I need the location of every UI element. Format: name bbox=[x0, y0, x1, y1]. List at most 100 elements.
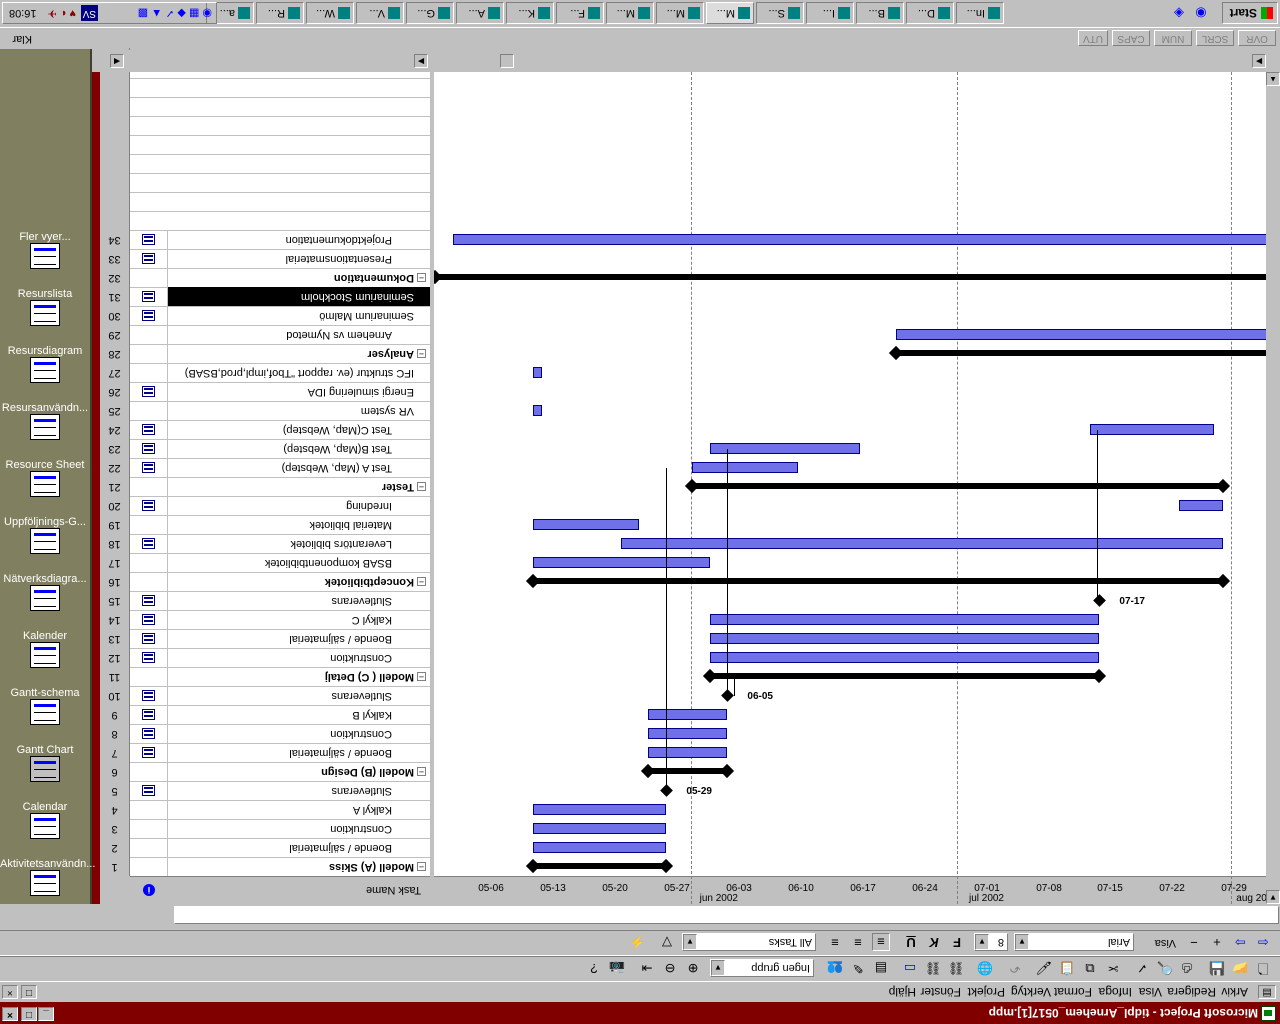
row-id[interactable]: 20 bbox=[100, 496, 130, 515]
empty-row[interactable] bbox=[100, 97, 430, 116]
format-painter-icon[interactable]: 🖌 bbox=[1035, 961, 1053, 976]
row-id[interactable]: 8 bbox=[100, 724, 130, 743]
table-row[interactable]: 32 −Dokumentation bbox=[100, 268, 430, 287]
start-button[interactable]: Start bbox=[1222, 2, 1278, 24]
maximize-button[interactable]: □ bbox=[21, 1007, 37, 1021]
taskbar-button[interactable]: I... bbox=[806, 2, 854, 24]
row-id[interactable]: 11 bbox=[100, 667, 130, 686]
align-center-icon[interactable]: ≡ bbox=[854, 935, 862, 950]
task-name-cell[interactable]: Test C(Map, Webstep) bbox=[168, 420, 430, 439]
split-task-icon[interactable]: ▭ bbox=[903, 961, 917, 976]
task-bar[interactable] bbox=[532, 557, 710, 568]
collapse-icon[interactable]: − bbox=[417, 577, 426, 587]
desktop-icon[interactable]: ◈ bbox=[1174, 6, 1184, 21]
autofilter-icon[interactable]: ▽ bbox=[662, 935, 672, 950]
task-bar[interactable] bbox=[621, 538, 1224, 549]
task-name-cell[interactable]: −Konceptbibliotek bbox=[168, 572, 430, 591]
table-row[interactable]: 20 Inredning bbox=[100, 496, 430, 515]
view-bar-item[interactable]: Kalender bbox=[0, 627, 90, 668]
view-bar-item[interactable]: Uppföljnings-G... bbox=[0, 513, 90, 554]
summary-bar[interactable] bbox=[435, 274, 1266, 280]
taskbar-button[interactable]: R... bbox=[256, 2, 304, 24]
spelling-icon[interactable]: ✓ bbox=[1136, 961, 1148, 976]
row-id[interactable]: 21 bbox=[100, 477, 130, 496]
row-id[interactable]: 1 bbox=[100, 857, 130, 876]
taskbar-button[interactable]: V... bbox=[356, 2, 404, 24]
table-row[interactable]: 19 Material bibliotek bbox=[100, 515, 430, 534]
table-row[interactable]: 28 −Analyser bbox=[100, 344, 430, 363]
menu-visa[interactable]: Visa bbox=[1138, 985, 1162, 999]
summary-bar[interactable] bbox=[532, 578, 1224, 584]
task-name-cell[interactable]: Kalkyl B bbox=[168, 705, 430, 724]
task-name-cell[interactable]: Presentationsmaterial bbox=[168, 249, 430, 268]
taskbar-button[interactable]: S... bbox=[756, 2, 804, 24]
row-id[interactable]: 2 bbox=[100, 838, 130, 857]
task-name-cell[interactable]: Slutleverans bbox=[168, 686, 430, 705]
language-indicator[interactable]: SV bbox=[80, 5, 98, 21]
table-row[interactable]: 21 −Tester bbox=[100, 477, 430, 496]
mdi-close-button[interactable]: × bbox=[2, 985, 18, 999]
empty-row[interactable] bbox=[100, 192, 430, 211]
undo-icon[interactable]: ↶ bbox=[1009, 961, 1021, 976]
note-icon[interactable] bbox=[142, 747, 155, 758]
row-id[interactable]: 29 bbox=[100, 325, 130, 344]
row-id[interactable]: 5 bbox=[100, 781, 130, 800]
chevron-down-icon[interactable]: ▼ bbox=[1015, 934, 1029, 950]
view-bar-item[interactable]: Resurslista bbox=[0, 285, 90, 326]
table-row[interactable]: 14 Kalkyl C bbox=[100, 610, 430, 629]
row-id[interactable]: 13 bbox=[100, 629, 130, 648]
row-id[interactable]: 26 bbox=[100, 382, 130, 401]
task-name-cell[interactable]: Seminarium Stockholm bbox=[168, 287, 430, 306]
show-label[interactable]: Visa bbox=[1154, 937, 1176, 949]
task-name-cell[interactable]: Construktion bbox=[168, 724, 430, 743]
note-icon[interactable] bbox=[142, 690, 155, 701]
table-row[interactable]: 24 Test C(Map, Webstep) bbox=[100, 420, 430, 439]
task-name-header[interactable]: Task Name bbox=[366, 884, 422, 896]
table-row[interactable]: 26 Energi simulering IDA bbox=[100, 382, 430, 401]
row-id[interactable]: 16 bbox=[100, 572, 130, 591]
summary-bar[interactable] bbox=[532, 863, 666, 869]
summary-bar[interactable] bbox=[895, 350, 1266, 356]
task-bar[interactable] bbox=[709, 614, 1100, 625]
print-icon[interactable]: ⎙ bbox=[1181, 961, 1193, 976]
underline-button[interactable]: U bbox=[906, 935, 916, 950]
taskbar-button[interactable]: M... bbox=[656, 2, 704, 24]
row-id[interactable] bbox=[100, 116, 130, 135]
task-name-cell[interactable]: Construktion bbox=[168, 819, 430, 838]
task-name-cell[interactable]: −Tester bbox=[168, 477, 430, 496]
note-icon[interactable] bbox=[142, 310, 155, 321]
table-row[interactable]: 4 Kalkyl A bbox=[100, 800, 430, 819]
note-icon[interactable] bbox=[142, 633, 155, 644]
view-bar-item[interactable]: Resource Sheet bbox=[0, 456, 90, 497]
note-icon[interactable] bbox=[142, 538, 155, 549]
task-name-cell[interactable]: −Modell ( C) Detalj bbox=[168, 667, 430, 686]
view-bar-item[interactable]: Resursdiagram bbox=[0, 342, 90, 383]
empty-row[interactable] bbox=[100, 116, 430, 135]
task-name-cell[interactable]: Energi simulering IDA bbox=[168, 382, 430, 401]
summary-bar[interactable] bbox=[647, 768, 728, 774]
taskbar-button[interactable]: K... bbox=[506, 2, 554, 24]
paste-icon[interactable]: 📋 bbox=[1058, 961, 1076, 976]
mdi-restore-button[interactable]: □ bbox=[21, 985, 37, 999]
note-icon[interactable] bbox=[142, 424, 155, 435]
chart-scroll-thumb[interactable] bbox=[500, 54, 514, 68]
taskbar-button[interactable]: G... bbox=[406, 2, 454, 24]
task-name-cell[interactable]: IFC struktur (ev. rapport "Tbof,impl,pro… bbox=[168, 363, 430, 382]
task-name-cell[interactable]: Construktion bbox=[168, 648, 430, 667]
task-name-cell[interactable]: Test B(Map, Webstep) bbox=[168, 439, 430, 458]
table-row[interactable]: 1 −Modell (A) Skiss bbox=[100, 857, 430, 876]
task-bar[interactable] bbox=[532, 367, 542, 378]
arrow-left-icon[interactable]: ⇦ bbox=[1257, 935, 1269, 950]
table-row[interactable]: 5 Slutleverans bbox=[100, 781, 430, 800]
row-id[interactable]: 25 bbox=[100, 401, 130, 420]
note-icon[interactable] bbox=[142, 614, 155, 625]
italic-button[interactable]: K bbox=[929, 935, 939, 950]
filter-select[interactable]: All Tasks ▼ bbox=[682, 933, 816, 951]
summary-bar[interactable] bbox=[692, 483, 1224, 489]
task-bar[interactable] bbox=[647, 728, 728, 739]
note-icon[interactable] bbox=[142, 443, 155, 454]
print-preview-icon[interactable]: 🔍 bbox=[1156, 961, 1174, 976]
row-id[interactable]: 28 bbox=[100, 344, 130, 363]
task-bar[interactable] bbox=[895, 329, 1266, 340]
table-row[interactable]: 3 Construktion bbox=[100, 819, 430, 838]
